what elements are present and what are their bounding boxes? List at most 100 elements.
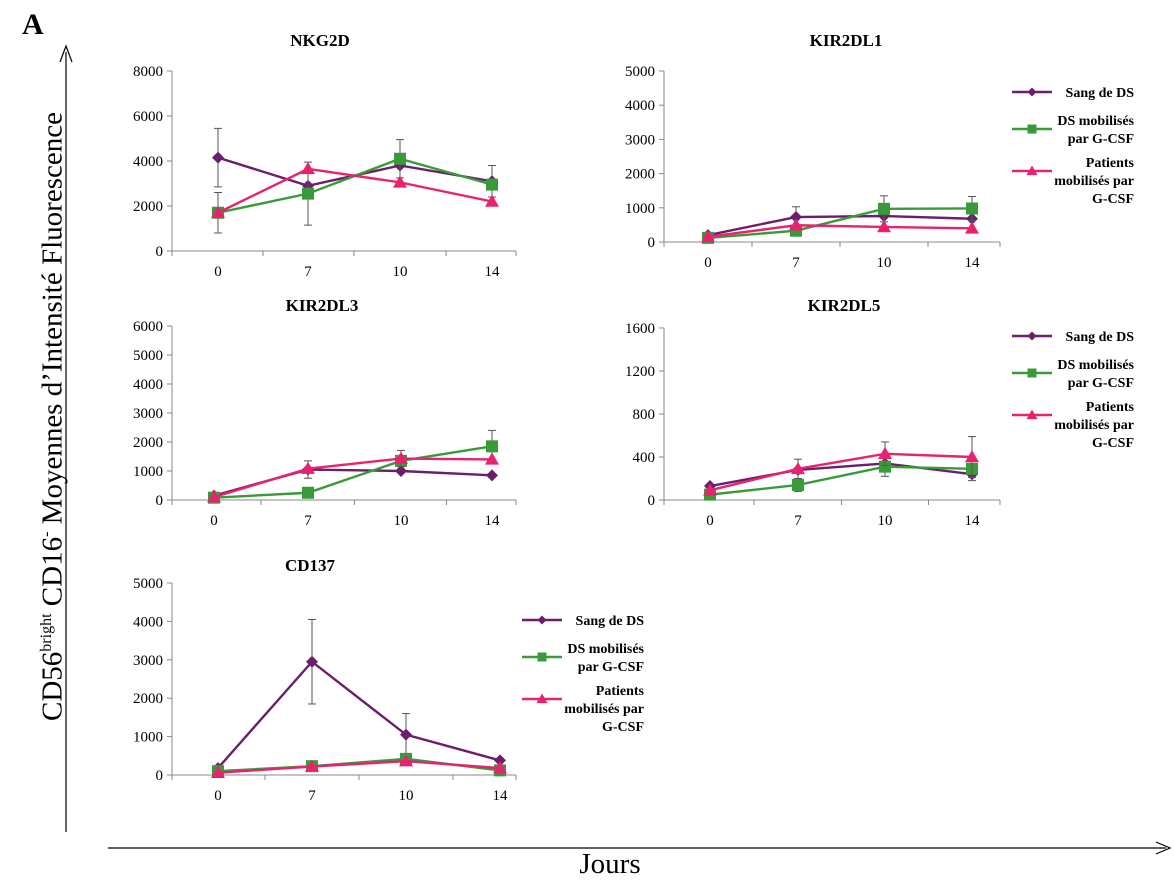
outer-y-axis-arrowhead [59, 44, 73, 63]
series-line [217, 660, 501, 769]
x-tick-label: 7 [304, 264, 312, 280]
series-line [213, 457, 493, 499]
data-point [301, 161, 315, 175]
x-tick-label: 14 [493, 788, 509, 804]
y-tick-label: 2000 [133, 199, 163, 215]
data-point [394, 451, 408, 464]
series-line [707, 224, 973, 239]
data-point [965, 450, 979, 463]
y-tick-label: 800 [633, 407, 656, 423]
data-point [306, 655, 318, 668]
data-point [966, 202, 978, 215]
data-point [207, 490, 221, 503]
data-point [965, 221, 979, 234]
legend-item-2: DS mobilisés par G-CSF [522, 642, 645, 675]
y-tick-label: 4000 [133, 377, 163, 393]
chart-title: NKG2D [290, 31, 350, 50]
data-point [877, 219, 891, 233]
legend-label: par G-CSF [1068, 376, 1134, 391]
series-line [217, 759, 501, 774]
data-point [212, 151, 224, 164]
x-tick-label: 10 [394, 513, 409, 529]
series-line [217, 167, 493, 214]
series-line [213, 468, 493, 497]
data-point [211, 765, 225, 778]
legend-marker [537, 652, 547, 662]
data-point [703, 483, 717, 496]
x-tick-label: 14 [965, 513, 981, 529]
chart-title: CD137 [285, 556, 336, 575]
chart-title: KIR2DL1 [810, 31, 883, 50]
x-tick-label: 10 [393, 264, 408, 280]
series-3 [211, 161, 499, 234]
data-point [791, 461, 805, 475]
series-line [213, 445, 493, 499]
x-tick-label: 10 [399, 788, 414, 804]
y-tick-label: 0 [156, 493, 164, 509]
y-tick-label: 400 [633, 450, 656, 466]
legend-item-1: Sang de DS [1012, 86, 1134, 101]
data-point [400, 728, 412, 741]
series-line [709, 465, 973, 496]
data-point [789, 218, 803, 231]
outer-x-axis-arrowhead [1155, 841, 1172, 855]
y-tick-label: 1000 [133, 730, 163, 746]
chart-panel-kir2dl1: KIR2DL1 0 1000 2000 3000 4000 5000 0 7 10 14 Sang d… [625, 31, 1135, 271]
x-axis-title: Jours [579, 848, 641, 880]
data-point [878, 446, 892, 460]
x-tick-label: 0 [214, 264, 222, 280]
x-tick-label: 0 [214, 788, 222, 804]
chart-panel-kir2dl5: KIR2DL5 0 400 800 1200 1600 0 7 10 14 Sang de DS DS… [625, 296, 1135, 529]
data-point [486, 178, 498, 191]
data-point [211, 205, 225, 218]
y-tick-label: 0 [648, 493, 656, 509]
series-3 [211, 754, 507, 778]
legend-label: par G-CSF [578, 660, 644, 675]
legend-marker [1026, 165, 1038, 176]
legend: Sang de DS DS mobilisés par G-CSF Patients m… [1012, 86, 1135, 207]
series-3 [701, 218, 979, 243]
legend-marker [1027, 124, 1037, 134]
x-tick-label: 14 [965, 255, 981, 271]
chart-panel-nkg2d: NKG2D 0 2000 4000 6000 8000 0 7 10 14 [133, 31, 517, 280]
y-tick-label: 3000 [625, 132, 655, 148]
legend-label: par G-CSF [1068, 132, 1134, 147]
series-1 [212, 127, 498, 198]
x-tick-label: 10 [878, 513, 893, 529]
data-point [399, 754, 413, 767]
y-tick-label: 2000 [625, 167, 655, 183]
series-line [709, 452, 973, 492]
legend-label: DS mobilisés [1057, 114, 1134, 129]
legend-label: Patients [1086, 400, 1135, 415]
data-point [301, 461, 315, 474]
series-1 [212, 618, 506, 775]
y-tick-label: 3000 [133, 653, 163, 669]
outer-axes [59, 44, 1172, 855]
legend-label: Sang de DS [1066, 86, 1135, 101]
data-point [393, 175, 407, 188]
legend-marker [1027, 87, 1037, 97]
data-point [790, 211, 802, 224]
legend-label: Patients [1086, 156, 1135, 171]
legend-marker [1026, 409, 1038, 420]
legend-item-1: Sang de DS [522, 614, 644, 629]
data-point [701, 229, 715, 243]
legend-label: mobilisés par [1054, 174, 1134, 189]
series-line [707, 207, 973, 240]
series-line [217, 156, 493, 187]
data-point [305, 759, 319, 772]
y-tick-label: 0 [648, 235, 656, 251]
series-3 [207, 449, 499, 503]
legend-item-3: Patients mobilisés par G-CSF [522, 684, 645, 735]
x-tick-label: 14 [485, 264, 501, 280]
legend-item-2: DS mobilisés par G-CSF [1012, 114, 1135, 147]
legend-item-2: DS mobilisés par G-CSF [1012, 358, 1135, 391]
data-point [395, 465, 407, 477]
legend-label: mobilisés par [564, 702, 644, 717]
chart-title: KIR2DL5 [808, 296, 881, 315]
legend-marker [537, 615, 547, 625]
data-point [878, 202, 890, 215]
x-tick-label: 0 [706, 513, 714, 529]
data-point [493, 761, 507, 774]
